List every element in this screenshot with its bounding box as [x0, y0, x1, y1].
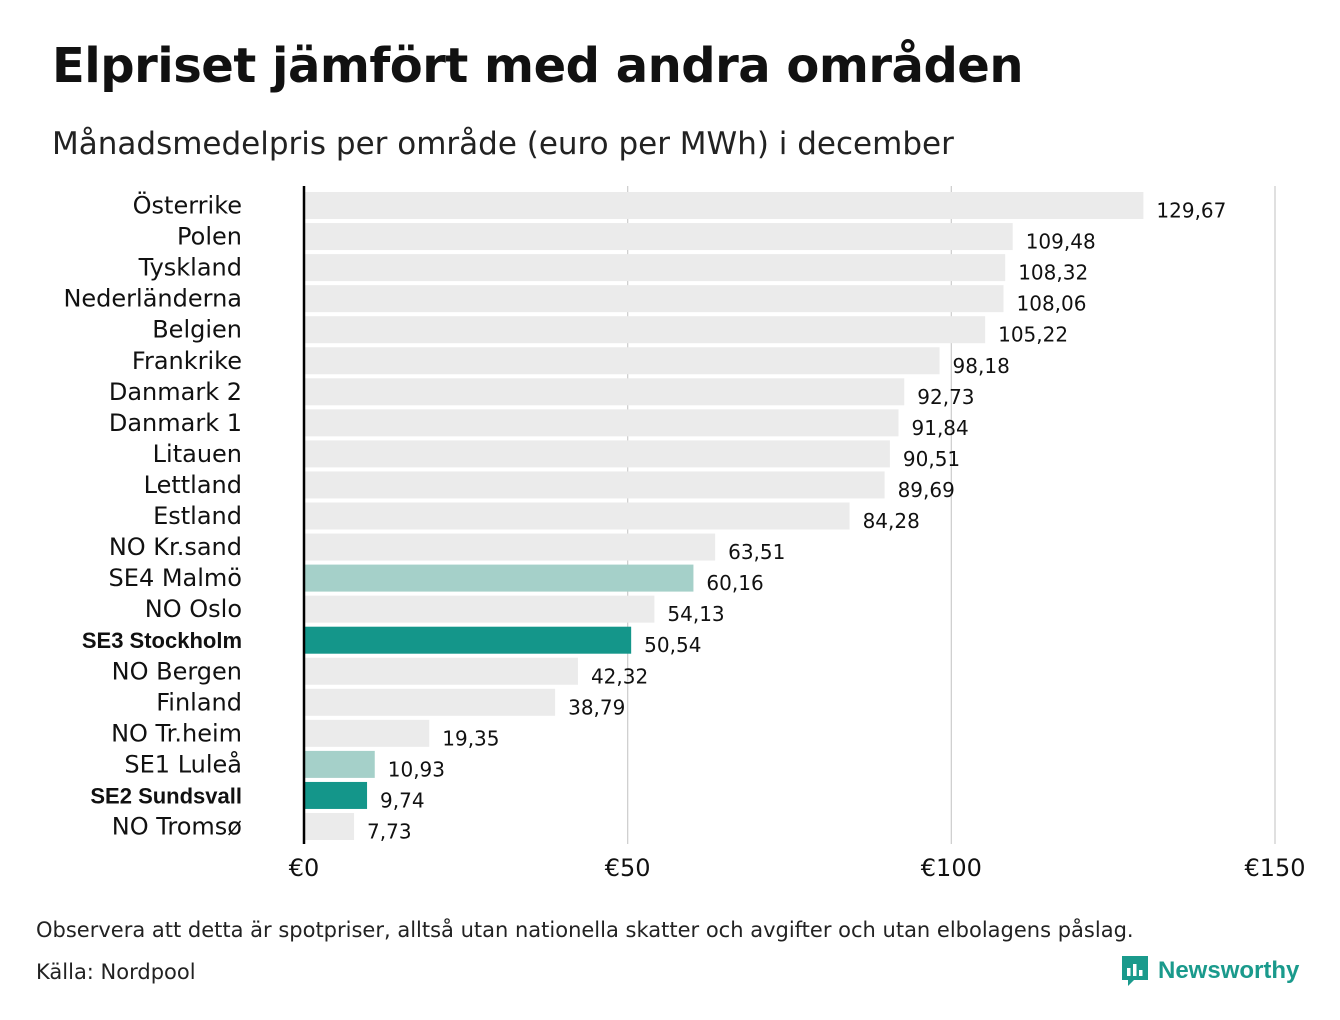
source-note: Källa: Nordpool: [36, 960, 196, 984]
value-label: 50,54: [644, 633, 701, 657]
bar: [304, 626, 632, 654]
bars: [304, 192, 1144, 840]
value-label: 89,69: [898, 478, 955, 502]
value-label: 84,28: [863, 509, 920, 533]
category-label: NO Oslo: [145, 595, 242, 623]
chart-title: Elpriset jämfört med andra områden: [52, 38, 1024, 94]
x-tick-label: €150: [1244, 854, 1305, 882]
category-label: NO Bergen: [112, 657, 242, 685]
category-label: Litauen: [153, 440, 242, 468]
category-label: NO Tromsø: [112, 813, 242, 841]
bar: [304, 657, 578, 685]
chart-subtitle: Månadsmedelpris per område (euro per MWh…: [52, 126, 954, 162]
category-label: Österrike: [133, 191, 242, 220]
x-axis-ticks: €0 €50 €100 €150: [289, 854, 1306, 882]
value-label: 129,67: [1156, 199, 1226, 223]
value-label: 38,79: [568, 695, 625, 719]
value-label: 98,18: [953, 354, 1010, 378]
value-label: 92,73: [917, 385, 974, 409]
bar: [304, 688, 556, 716]
category-label: SE2 Sundsvall: [90, 783, 242, 808]
category-label: Danmark 1: [109, 409, 242, 437]
brand-name: Newsworthy: [1158, 957, 1300, 984]
category-label: SE1 Luleå: [124, 749, 242, 778]
value-label: 63,51: [728, 540, 785, 564]
value-label: 19,35: [442, 726, 499, 750]
footnote: Observera att detta är spotpriser, allts…: [36, 918, 1134, 942]
bar: [304, 533, 716, 561]
bar: [304, 285, 1004, 313]
category-label: SE3 Stockholm: [82, 628, 242, 653]
value-label: 60,16: [706, 571, 763, 595]
value-label: 9,74: [380, 788, 425, 812]
bar: [304, 192, 1144, 219]
bar: [304, 347, 940, 375]
x-tick-label: €100: [921, 854, 982, 882]
bar: [304, 254, 1006, 282]
bar: [304, 564, 694, 592]
category-label: Frankrike: [132, 347, 242, 375]
bar: [304, 440, 890, 468]
category-label: SE4 Malmö: [109, 564, 242, 592]
value-label: 54,13: [667, 602, 724, 626]
value-label: 108,32: [1018, 261, 1088, 285]
bar: [304, 750, 375, 778]
x-tick-label: €0: [289, 854, 320, 882]
bar: [304, 223, 1013, 251]
category-label: NO Kr.sand: [109, 533, 242, 561]
bar: [304, 719, 430, 747]
category-label: Estland: [153, 502, 242, 530]
bar: [304, 502, 850, 530]
value-label: 90,51: [903, 447, 960, 471]
value-label: 108,06: [1017, 292, 1087, 316]
value-label: 42,32: [591, 664, 648, 688]
value-label: 10,93: [388, 757, 445, 781]
bar-chart: Österrike Polen Tyskland Nederländerna Belgi…: [63, 186, 1306, 882]
category-label: Lettland: [144, 471, 242, 499]
value-label: 105,22: [998, 323, 1068, 347]
bar: [304, 409, 899, 437]
bar: [304, 781, 368, 809]
value-label: 91,84: [912, 416, 969, 440]
value-label: 7,73: [367, 820, 412, 844]
value-labels: 129,67 109,48 108,32 108,06 105,22 98,18 92,73…: [367, 199, 1226, 844]
x-tick-label: €50: [605, 854, 651, 882]
bar: [304, 378, 905, 406]
category-label: Belgien: [152, 316, 242, 344]
category-label: Tyskland: [138, 254, 242, 282]
brand-logo: Newsworthy: [1120, 954, 1299, 988]
category-labels: Österrike Polen Tyskland Nederländerna Belgi…: [63, 191, 242, 841]
category-label: Polen: [177, 223, 242, 251]
newsworthy-logo-icon: [1122, 956, 1148, 986]
category-label: NO Tr.heim: [111, 719, 242, 747]
bar: [304, 595, 655, 623]
bar: [304, 813, 355, 840]
category-label: Finland: [156, 688, 242, 716]
value-label: 109,48: [1026, 230, 1096, 254]
bar: [304, 471, 885, 499]
category-label: Nederländerna: [63, 285, 242, 313]
bar: [304, 316, 986, 344]
category-label: Danmark 2: [109, 378, 242, 406]
